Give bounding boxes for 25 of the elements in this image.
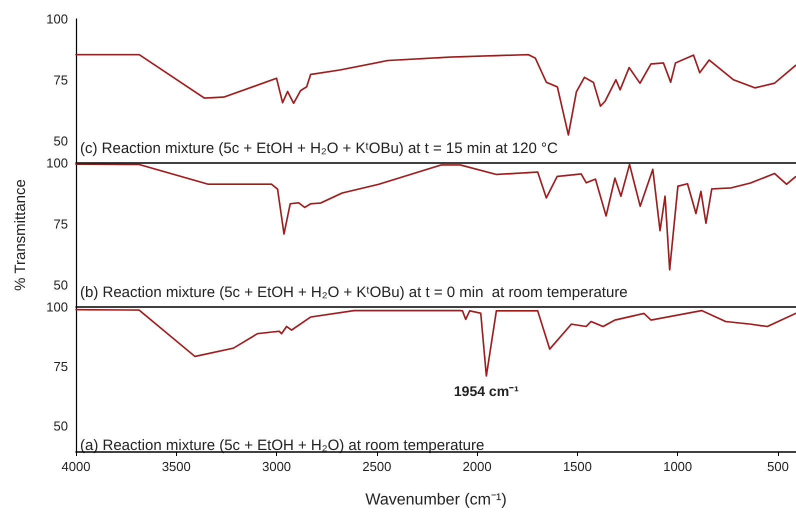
annotation: (c) Reaction mixture (5c + EtOH + H₂O + KᵗOBu) at t = 15 min at 120 °C	[80, 140, 558, 157]
y-tick-label: 50	[54, 418, 68, 434]
x-tick-label: 2000	[462, 459, 492, 474]
y-tick-label: 50	[54, 134, 68, 149]
y-tick-label: 100	[46, 12, 68, 26]
annotation: (b) Reaction mixture (5c + EtOH + H₂O + KᵗOBu) at t = 0 min at room temperature	[80, 284, 628, 301]
y-tick-label: 100	[46, 300, 68, 314]
y-tick-label: 100	[46, 156, 68, 170]
x-tick-label: 1500	[562, 459, 592, 474]
annotation: 1954 cm⁻¹	[454, 382, 520, 399]
line-series	[75, 54, 796, 136]
y-tick-label: 50	[54, 278, 68, 293]
y-tick-label: 75	[54, 72, 68, 88]
x-tick-label: 4000	[62, 459, 90, 474]
x-tick-label: 500	[767, 459, 789, 474]
x-tick-label: 3000	[262, 459, 292, 474]
x-axis-title: Wavenumber (cm⁻¹)	[365, 492, 507, 508]
x-tick-label: 2500	[362, 459, 392, 474]
y-axis-title: % Transmittance	[12, 179, 29, 291]
annotation: (a) Reaction mixture (5c + EtOH + H₂O) at room temperature	[80, 437, 484, 454]
line-series	[75, 308, 796, 377]
x-tick-label: 3500	[162, 459, 191, 474]
y-tick-label: 75	[54, 358, 68, 374]
x-tick-label: 1000	[663, 459, 692, 474]
y-tick-label: 75	[54, 216, 68, 232]
